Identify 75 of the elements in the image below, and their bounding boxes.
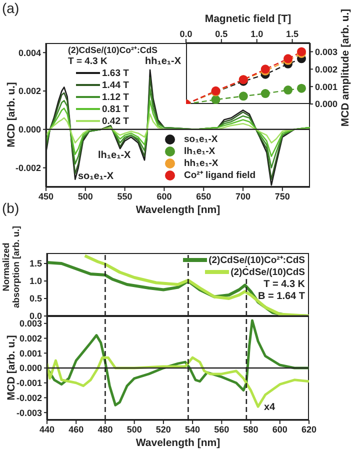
- y-tick-label: 0.5: [29, 294, 42, 304]
- legend-label: lh₁e₁-X: [184, 146, 216, 158]
- y-tick-label: -0.001: [16, 378, 42, 388]
- x-tick-label: 500: [78, 191, 93, 202]
- x-tick-label: 520: [156, 424, 171, 434]
- point: [284, 86, 293, 95]
- x-tick-label: 1.5: [286, 29, 299, 39]
- y-axis-title: Normalized absorption [arb. u.]: [1, 225, 21, 310]
- x-axis-title: Wavelength [nm]: [134, 204, 222, 217]
- x-tick-label: 0.0: [180, 29, 192, 39]
- x-tick-label: 650: [196, 191, 212, 202]
- legend-label: 0.42 T: [102, 116, 129, 127]
- annotation: T = 4.3 K: [262, 279, 305, 291]
- x-tick-label: 750: [274, 191, 290, 202]
- line-series: [47, 356, 309, 408]
- point: [260, 89, 270, 98]
- y-tick-label: -0.002: [16, 392, 42, 403]
- x-tick-label: 600: [156, 191, 172, 202]
- y-tick-label: 0.000: [19, 363, 42, 374]
- y-tick-label: 0.003: [315, 46, 338, 57]
- x-axis-title: Magnetic field [T]: [204, 13, 292, 26]
- x-tick-label: 550: [117, 191, 132, 202]
- x-tick-label: 460: [68, 424, 84, 434]
- legend-label: Co²⁺ ligand field: [184, 170, 256, 182]
- annotation: B = 1.64 T: [257, 291, 305, 303]
- y-tick-label: 0.002: [19, 333, 42, 344]
- legend-label: 1.12 T: [102, 92, 129, 103]
- point: [238, 92, 248, 101]
- x-tick-label: 0.5: [215, 29, 228, 39]
- y-tick-label: 0.003: [19, 318, 42, 329]
- legend-label: (2)CdSe/(10)CdS: [230, 267, 305, 278]
- x-tick-label: 480: [98, 424, 113, 434]
- point: [211, 95, 220, 104]
- y-tick-label: 0.002: [315, 64, 338, 74]
- legend-label: 1.44 T: [102, 80, 129, 91]
- y-axis-title: MCD [arb. u.]: [5, 334, 18, 400]
- line-series: [83, 254, 309, 316]
- x-tick-label: 580: [243, 424, 258, 434]
- x-tick-label: 450: [38, 191, 54, 202]
- y-tick-label: 0.004: [18, 48, 41, 58]
- point: [296, 84, 306, 93]
- x-tick-label: 500: [126, 424, 142, 434]
- x-tick-label: 600: [272, 424, 288, 434]
- legend-label: hh₁e₁-X: [184, 158, 218, 170]
- y-tick-label: 0.001: [315, 82, 338, 92]
- x-tick-label: 440: [39, 424, 55, 434]
- chart-title: (b): [2, 200, 20, 216]
- y-tick-label: 0.0: [29, 311, 42, 322]
- x-tick-label: 620: [301, 424, 317, 434]
- y-tick-label: 1.5: [29, 258, 42, 269]
- chart-title: (a): [2, 0, 20, 16]
- x-tick-label: 560: [214, 424, 230, 434]
- annotation: x4: [264, 402, 276, 414]
- annotation: lh₁e₁-X: [98, 150, 131, 162]
- legend-title: (2)CdSe/(10)Co²⁺:CdS: [68, 44, 158, 56]
- annotation: hh₁e₁-X: [145, 56, 182, 68]
- x-tick-label: 540: [185, 424, 200, 434]
- x-tick-label: 700: [236, 191, 251, 202]
- x-axis-title: Wavelength [nm]: [134, 437, 222, 450]
- y-axis-title: MCD amplitude [arb. u.]: [339, 8, 352, 128]
- y-tick-label: 1.0: [29, 276, 42, 286]
- annotation: so₁e₁-X: [78, 171, 114, 183]
- legend-label: (2)CdSe/(10)Co²⁺:CdS: [208, 255, 305, 266]
- x-tick-label: 1.0: [250, 29, 264, 39]
- y-tick-label: 0.002: [18, 86, 41, 96]
- y-tick-label: 0.001: [19, 348, 42, 358]
- annotation: T = 4.3 K: [68, 56, 108, 67]
- y-tick-label: 0.000: [315, 99, 338, 110]
- legend-label: 1.63 T: [102, 68, 129, 79]
- legend-label: so₁e₁-X: [184, 134, 218, 146]
- y-tick-label: -0.003: [16, 408, 42, 418]
- y-axis-title: MCD [arb. u.]: [5, 82, 18, 148]
- legend-label: 0.81 T: [102, 104, 129, 115]
- y-tick-label: 0.000: [18, 124, 41, 135]
- y-tick-label: -0.002: [15, 162, 41, 173]
